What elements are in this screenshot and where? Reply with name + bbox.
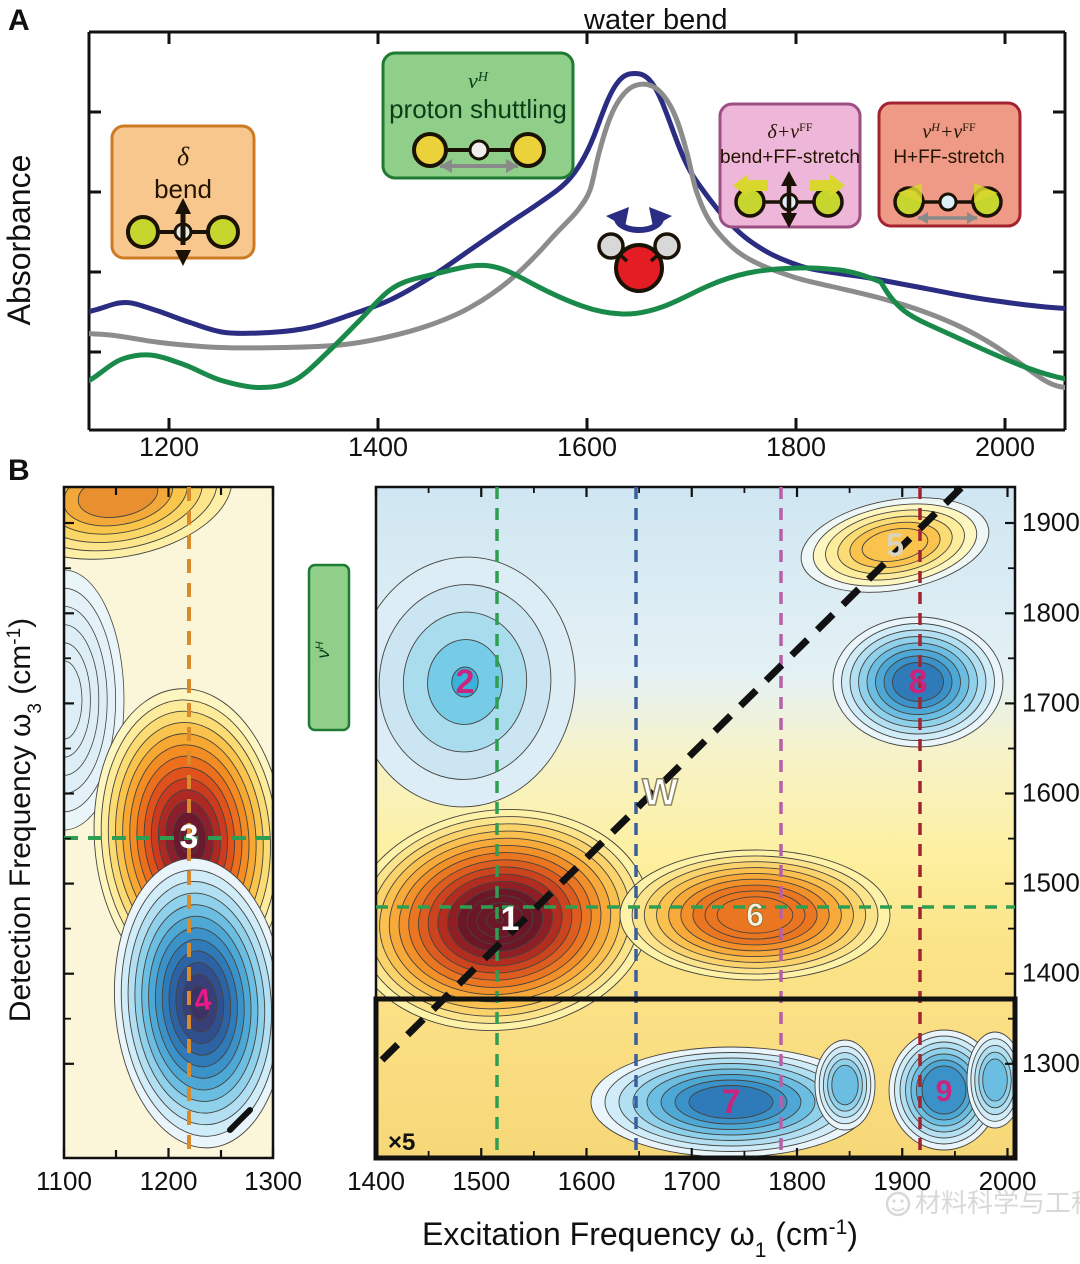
svg-text:2000: 2000 (975, 432, 1035, 462)
svg-text:5: 5 (886, 527, 904, 563)
svg-text:1700: 1700 (663, 1166, 721, 1196)
svg-text:6: 6 (746, 897, 764, 933)
svg-text:water bend: water bend (583, 4, 728, 36)
svg-text:1600: 1600 (558, 1166, 616, 1196)
svg-text:A: A (8, 4, 30, 37)
svg-text:1800: 1800 (768, 1166, 826, 1196)
svg-text:W: W (642, 772, 678, 814)
svg-text:δ: δ (177, 142, 190, 171)
svg-text:1600: 1600 (1022, 778, 1080, 808)
svg-text:7: 7 (722, 1083, 741, 1121)
svg-text:1: 1 (501, 900, 520, 938)
svg-text:H+FF-stretch: H+FF-stretch (893, 147, 1004, 168)
svg-text:材料科学与工程: 材料科学与工程 (915, 1188, 1080, 1218)
svg-text:1400: 1400 (347, 1166, 405, 1196)
svg-text:Absorbance: Absorbance (1, 155, 37, 326)
svg-text:bend+FF-stretch: bend+FF-stretch (720, 147, 860, 168)
svg-text:1100: 1100 (36, 1166, 92, 1196)
svg-text:1400: 1400 (348, 432, 408, 462)
svg-text:1700: 1700 (1022, 687, 1080, 717)
svg-text:1900: 1900 (1022, 507, 1080, 537)
svg-text:B: B (8, 454, 30, 487)
svg-text:1800: 1800 (1022, 597, 1080, 627)
svg-text:1800: 1800 (766, 432, 826, 462)
svg-text:2: 2 (456, 663, 475, 701)
svg-text:1500: 1500 (1022, 868, 1080, 898)
svg-text:1300: 1300 (244, 1166, 302, 1196)
svg-text:1200: 1200 (140, 1166, 198, 1196)
svg-text:1500: 1500 (452, 1166, 510, 1196)
svg-text:1600: 1600 (557, 432, 617, 462)
svg-text:3: 3 (180, 818, 199, 856)
svg-text:9: 9 (936, 1075, 953, 1108)
svg-text:1300: 1300 (1022, 1048, 1080, 1078)
svg-text:1400: 1400 (1022, 958, 1080, 988)
svg-text:×5: ×5 (388, 1129, 415, 1156)
svg-text:1200: 1200 (139, 432, 199, 462)
svg-text:proton shuttling: proton shuttling (389, 94, 567, 124)
svg-text:8: 8 (909, 663, 928, 701)
